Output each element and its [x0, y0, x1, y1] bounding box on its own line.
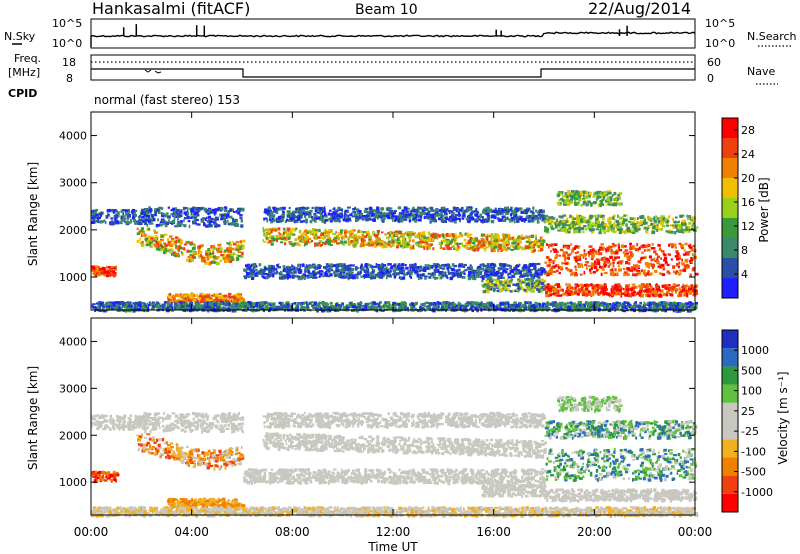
xtick-label-1: 04:00	[174, 525, 209, 539]
velocity-colorbar-tick-label-1: 500	[741, 364, 762, 377]
sky-tick-high: 10^5	[52, 17, 82, 30]
cpid-label: CPID	[8, 87, 37, 100]
power-colorbar-tick-label-4: 20	[741, 172, 755, 185]
sky-noise-label: N.Sky	[4, 30, 36, 43]
velocity-colorbar-band-6	[722, 384, 738, 403]
velocity-colorbar-tick-label-6: -500	[741, 466, 766, 479]
xtick-label-2: 08:00	[275, 525, 310, 539]
xtick-label-6: 00:00	[678, 525, 713, 539]
nave-label: Nave	[747, 65, 775, 78]
power-colorbar: 4 8 12 16 20 24 28	[721, 117, 755, 299]
velocity-ytick-label-0: 1000	[59, 476, 87, 489]
power-colorbar-tick-label-5: 24	[741, 148, 755, 161]
frequency-glitch	[144, 69, 162, 74]
power-panel: 1000 2000 3000 4000 Slant Range [km] 4 8 12 16…	[26, 111, 771, 313]
freq-tick-low: 8	[66, 72, 73, 85]
nave-tick-high: 60	[707, 56, 721, 69]
power-ytick-label-1: 2000	[59, 224, 87, 237]
velocity-colorbar: 1000 500 100 25 -25 -100 -500 -1000	[721, 329, 773, 513]
time-axis-label: Time UT	[367, 540, 418, 554]
sky-tick-low: 10^0	[52, 37, 82, 50]
velocity-colorbar-tick-label-2: 100	[741, 385, 762, 398]
velocity-ylabel: Slant Range [km]	[26, 366, 40, 470]
power-colorbar-band-4	[722, 198, 738, 218]
power-colorbar-band-8	[722, 118, 738, 138]
nave-tick-low: 0	[707, 72, 714, 85]
velocity-colorbar-band-8	[722, 348, 738, 367]
xtick-label-0: 00:00	[74, 525, 109, 539]
power-colorbar-tick-label-3: 16	[741, 196, 755, 209]
frequency-trace	[91, 68, 695, 78]
velocity-colorbar-tick-label-7: -1000	[741, 486, 773, 499]
cpid-value: normal (fast stereo) 153	[94, 93, 240, 107]
velocity-colorbar-band-5	[722, 402, 738, 421]
sky-noise-panel: N.Sky 10^5 10^0 10^5 10^0 N.Search	[4, 17, 797, 50]
velocity-data-layer	[91, 395, 699, 518]
velocity-ytick-label-3: 4000	[59, 335, 87, 348]
power-colorbar-label: Power [dB]	[757, 177, 771, 242]
power-ytick-label-2: 3000	[59, 177, 87, 190]
sky-noise-frame	[90, 18, 696, 49]
power-colorbar-band-1	[722, 258, 738, 278]
power-colorbar-band-3	[722, 218, 738, 238]
sky-noise-trace	[90, 31, 696, 47]
velocity-ytick-label-1: 2000	[59, 429, 87, 442]
velocity-colorbar-band-7	[722, 366, 738, 385]
power-colorbar-band-5	[722, 178, 738, 198]
freq-unit-label: [MHz]	[8, 66, 40, 79]
date-title: 22/Aug/2014	[588, 0, 691, 18]
xtick-label-3: 12:00	[376, 525, 411, 539]
power-colorbar-frame	[721, 117, 739, 299]
search-tick-high: 10^5	[705, 17, 735, 30]
beam-title: Beam 10	[355, 2, 418, 18]
xtick-label-4: 16:00	[476, 525, 511, 539]
frequency-frame	[90, 54, 696, 81]
velocity-colorbar-tick-label-3: 25	[741, 405, 755, 418]
velocity-colorbar-band-3	[722, 439, 738, 458]
velocity-colorbar-label: Velocity [m s⁻¹]	[776, 371, 790, 464]
power-colorbar-band-2	[722, 238, 738, 258]
search-tick-low: 10^0	[705, 37, 735, 50]
velocity-ytick-label-2: 3000	[59, 382, 87, 395]
power-colorbar-tick-label-1: 8	[741, 244, 748, 257]
time-axis: 00:00 04:00 08:00 12:00 16:00 20:00 00:00	[74, 112, 713, 539]
velocity-colorbar-band-1	[722, 475, 738, 494]
velocity-colorbar-tick-label-0: 1000	[741, 344, 769, 357]
power-ylabel: Slant Range [km]	[26, 162, 40, 266]
freq-tick-high: 18	[62, 56, 76, 69]
velocity-colorbar-frame	[721, 329, 739, 513]
velocity-axes: 1000 2000 3000 4000	[59, 335, 695, 489]
power-axes: 1000 2000 3000 4000	[59, 130, 695, 284]
power-colorbar-tick-label-2: 12	[741, 220, 755, 233]
search-noise-label: N.Search	[747, 30, 797, 43]
power-colorbar-band-0	[722, 278, 738, 298]
power-colorbar-tick-label-0: 4	[741, 268, 748, 281]
velocity-colorbar-band-2	[722, 457, 738, 476]
power-colorbar-band-6	[722, 158, 738, 178]
station-title: Hankasalmi (fitACF)	[92, 0, 250, 18]
velocity-colorbar-tick-label-4: -25	[741, 425, 759, 438]
xtick-label-5: 20:00	[577, 525, 612, 539]
velocity-colorbar-band-4	[722, 421, 738, 440]
power-colorbar-band-7	[722, 138, 738, 158]
velocity-colorbar-band-0	[722, 493, 738, 512]
freq-label: Freq.	[14, 52, 41, 65]
power-colorbar-tick-label-6: 28	[741, 124, 755, 137]
power-data-layer	[91, 189, 699, 313]
velocity-panel: 1000 2000 3000 4000 Slant Range [km] 1000 50…	[26, 317, 790, 518]
velocity-colorbar-tick-label-5: -100	[741, 445, 766, 458]
power-ytick-label-3: 4000	[59, 130, 87, 143]
sky-noise-spikes	[122, 24, 628, 36]
power-ytick-label-0: 1000	[59, 271, 87, 284]
velocity-colorbar-band-9	[722, 330, 738, 349]
frequency-panel: Freq. [MHz] 18 8 60 0 Nave	[8, 52, 778, 85]
